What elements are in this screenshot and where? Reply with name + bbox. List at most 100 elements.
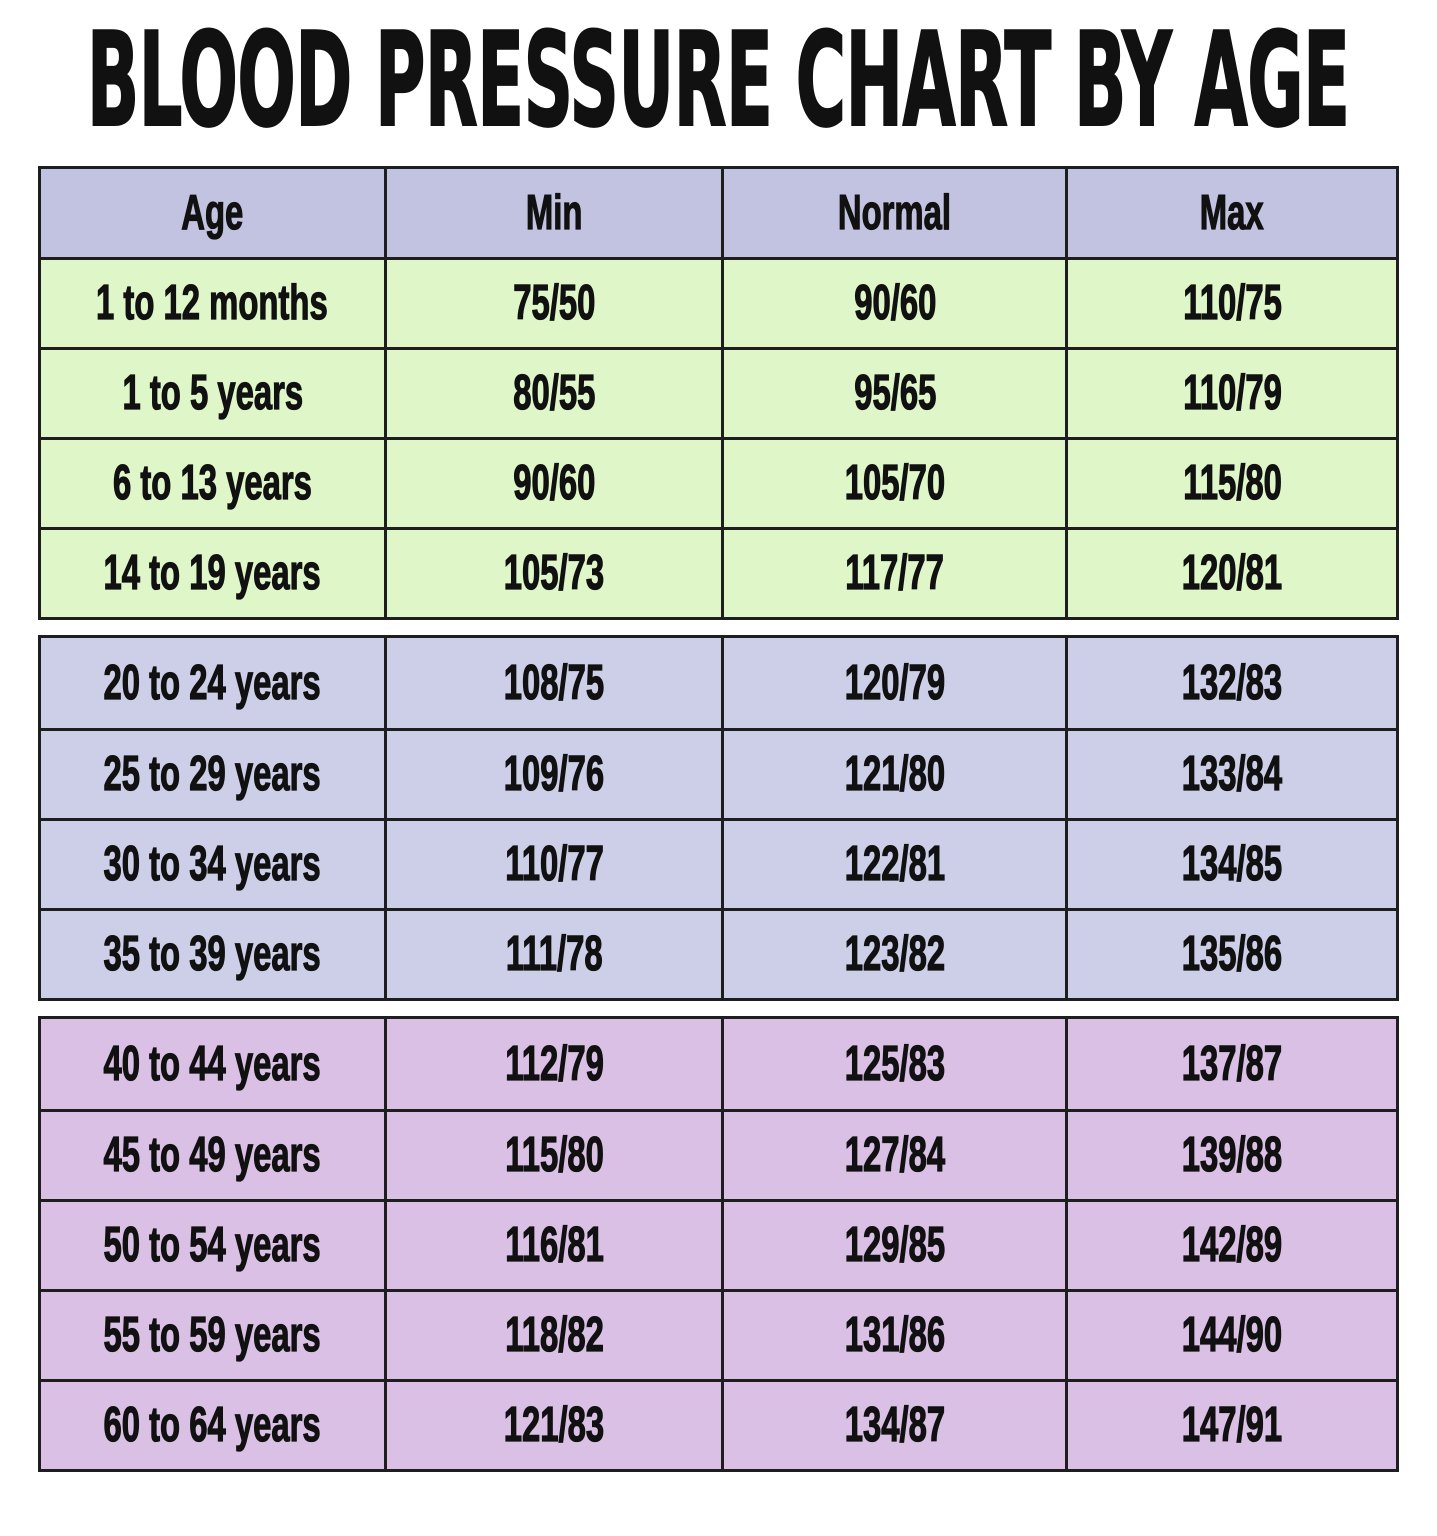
normal-cell-text: 105/70	[844, 456, 946, 510]
age-cell-text: 30 to 34 years	[103, 837, 321, 891]
max-cell-text: 142/89	[1181, 1218, 1283, 1272]
normal-cell: 134/87	[721, 1382, 1065, 1469]
table-row: 1 to 12 months 75/50 90/60 110/75	[41, 257, 1396, 347]
normal-cell: 105/70	[721, 440, 1065, 527]
max-cell: 132/83	[1065, 638, 1396, 728]
table-row: 55 to 59 years 118/82 131/86 144/90	[41, 1289, 1396, 1379]
normal-cell-text: 123/82	[844, 927, 946, 981]
min-cell: 109/76	[383, 731, 722, 818]
normal-cell: 131/86	[721, 1292, 1065, 1379]
age-cell-text: 14 to 19 years	[103, 546, 321, 600]
page-title-text: BLOOD PRESSURE CHART BY AGE	[87, 4, 1351, 150]
normal-cell-text: 121/80	[844, 747, 946, 801]
age-cell-text: 40 to 44 years	[103, 1036, 321, 1091]
normal-cell: 95/65	[721, 350, 1065, 437]
min-cell-text: 75/50	[513, 276, 596, 330]
min-cell: 121/83	[383, 1382, 722, 1469]
normal-cell-text: 125/83	[844, 1036, 946, 1091]
max-cell: 110/79	[1065, 350, 1396, 437]
column-header-normal: Normal	[721, 169, 1065, 257]
max-cell-text: 134/85	[1181, 837, 1283, 891]
age-cell: 60 to 64 years	[41, 1382, 384, 1469]
column-header-age: Age	[41, 169, 384, 257]
min-cell: 112/79	[383, 1019, 722, 1109]
max-cell-text: 144/90	[1181, 1308, 1283, 1362]
min-cell-text: 118/82	[504, 1308, 604, 1362]
max-cell: 133/84	[1065, 731, 1396, 818]
normal-cell-text: 122/81	[844, 837, 946, 891]
table-row: 20 to 24 years 108/75 120/79 132/83	[41, 638, 1396, 728]
min-cell-text: 116/81	[504, 1218, 604, 1272]
age-cell-text: 6 to 13 years	[112, 456, 312, 510]
age-cell-text: 55 to 59 years	[103, 1308, 321, 1362]
max-cell: 139/88	[1065, 1112, 1396, 1199]
max-cell: 120/81	[1065, 530, 1396, 617]
age-cell-text: 60 to 64 years	[103, 1398, 321, 1452]
normal-cell-text: 127/84	[844, 1128, 946, 1182]
age-cell: 20 to 24 years	[41, 638, 384, 728]
age-cell: 30 to 34 years	[41, 821, 384, 908]
normal-cell: 117/77	[721, 530, 1065, 617]
age-cell: 55 to 59 years	[41, 1292, 384, 1379]
age-cell-text: 25 to 29 years	[103, 747, 321, 801]
age-cell-text: 20 to 24 years	[103, 655, 321, 710]
column-header-max: Max	[1065, 169, 1396, 257]
age-cell: 40 to 44 years	[41, 1019, 384, 1109]
max-cell: 134/85	[1065, 821, 1396, 908]
normal-cell: 120/79	[721, 638, 1065, 728]
normal-cell: 90/60	[721, 260, 1065, 347]
min-cell-text: 111/78	[505, 927, 603, 981]
table-row: 60 to 64 years 121/83 134/87 147/91	[41, 1379, 1396, 1469]
normal-cell: 123/82	[721, 911, 1065, 998]
age-cell: 14 to 19 years	[41, 530, 384, 617]
max-cell-text: 135/86	[1181, 927, 1283, 981]
min-cell: 90/60	[383, 440, 722, 527]
normal-cell: 127/84	[721, 1112, 1065, 1199]
normal-cell: 121/80	[721, 731, 1065, 818]
max-cell-text: 110/75	[1182, 276, 1282, 330]
min-cell-text: 115/80	[504, 1128, 604, 1182]
min-cell: 111/78	[383, 911, 722, 998]
min-cell: 108/75	[383, 638, 722, 728]
min-cell: 80/55	[383, 350, 722, 437]
min-cell: 115/80	[383, 1112, 722, 1199]
table-header-row: Age Min Normal Max	[41, 169, 1396, 257]
column-header-min-text: Min	[525, 185, 583, 240]
age-cell: 6 to 13 years	[41, 440, 384, 527]
max-cell: 144/90	[1065, 1292, 1396, 1379]
table-row: 1 to 5 years 80/55 95/65 110/79	[41, 347, 1396, 437]
min-cell-text: 105/73	[503, 546, 605, 600]
age-group-table-middle-age: 40 to 44 years 112/79 125/83 137/87 45 t…	[38, 1016, 1399, 1472]
age-group-table-young-adults: 20 to 24 years 108/75 120/79 132/83 25 t…	[38, 635, 1399, 1001]
normal-cell: 129/85	[721, 1202, 1065, 1289]
max-cell-text: 132/83	[1181, 655, 1283, 710]
max-cell: 142/89	[1065, 1202, 1396, 1289]
age-cell: 35 to 39 years	[41, 911, 384, 998]
column-header-min: Min	[383, 169, 722, 257]
min-cell: 105/73	[383, 530, 722, 617]
max-cell-text: 147/91	[1181, 1398, 1283, 1452]
age-cell-text: 1 to 12 months	[96, 276, 329, 330]
max-cell-text: 133/84	[1181, 747, 1283, 801]
page-title: BLOOD PRESSURE CHART BY AGE	[0, 0, 1437, 150]
table-row: 25 to 29 years 109/76 121/80 133/84	[41, 728, 1396, 818]
table-row: 50 to 54 years 116/81 129/85 142/89	[41, 1199, 1396, 1289]
normal-cell-text: 134/87	[844, 1398, 946, 1452]
age-cell: 50 to 54 years	[41, 1202, 384, 1289]
max-cell: 147/91	[1065, 1382, 1396, 1469]
min-cell-text: 112/79	[504, 1036, 604, 1091]
age-cell: 45 to 49 years	[41, 1112, 384, 1199]
normal-cell-text: 90/60	[853, 276, 936, 330]
min-cell: 75/50	[383, 260, 722, 347]
min-cell-text: 80/55	[513, 366, 596, 420]
max-cell: 110/75	[1065, 260, 1396, 347]
age-cell: 1 to 5 years	[41, 350, 384, 437]
column-header-age-text: Age	[181, 185, 244, 240]
age-cell: 25 to 29 years	[41, 731, 384, 818]
min-cell-text: 110/77	[504, 837, 604, 891]
max-cell: 137/87	[1065, 1019, 1396, 1109]
normal-cell-text: 95/65	[853, 366, 936, 420]
table-row: 35 to 39 years 111/78 123/82 135/86	[41, 908, 1396, 998]
min-cell: 116/81	[383, 1202, 722, 1289]
page: BLOOD PRESSURE CHART BY AGE Age Min Norm…	[0, 0, 1437, 1472]
